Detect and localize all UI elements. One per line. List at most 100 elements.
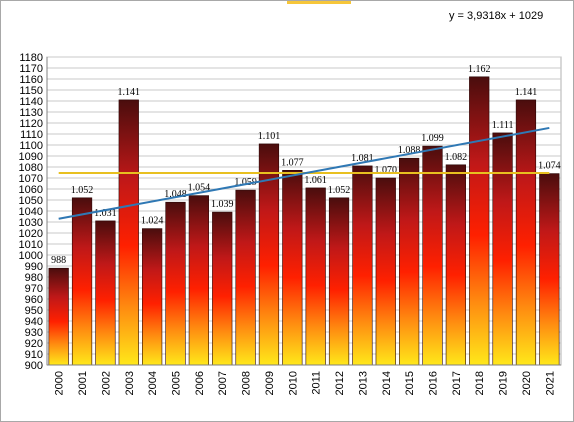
y-tick-label: 1180 <box>19 52 43 64</box>
bar <box>492 132 513 366</box>
y-tick-label: 1110 <box>20 129 43 141</box>
bar-data-label: 1.052 <box>71 185 94 196</box>
x-tick-label: 2009 <box>264 371 276 395</box>
x-tick-label: 2004 <box>147 371 159 395</box>
bar <box>258 143 280 366</box>
bar-data-label: 1.070 <box>375 165 398 176</box>
bar-data-label: 1.088 <box>398 145 421 156</box>
y-tick-label: 1070 <box>19 173 43 185</box>
bar-data-label: 1.054 <box>188 183 211 194</box>
data-labels: 9881.0521.0311.1411.0241.0481.0541.0391.… <box>51 64 560 266</box>
x-tick-label: 2007 <box>217 371 229 395</box>
x-tick-label: 2005 <box>171 371 183 395</box>
x-tick-label: 2000 <box>54 371 66 395</box>
x-tick-label: 2012 <box>334 371 346 395</box>
bar <box>399 157 420 366</box>
y-tick-label: 1080 <box>19 162 43 174</box>
y-tick-label: 1040 <box>19 206 43 218</box>
trendline <box>58 126 550 220</box>
top-tab-marker <box>287 1 351 4</box>
bar <box>422 145 443 366</box>
x-tick-label: 2003 <box>124 371 136 395</box>
bar-data-label: 1.031 <box>94 208 117 219</box>
x-axis: 2000 2001 2002 2003 2004 2005 2006 2007 2008 2009… <box>47 364 561 395</box>
x-tick-label: 2020 <box>521 371 533 395</box>
bar-data-label: 988 <box>51 255 66 266</box>
bar <box>71 197 93 366</box>
bar-data-label: 1.059 <box>234 177 257 188</box>
bar-data-label: 1.052 <box>328 185 351 196</box>
y-tick-label: 980 <box>25 272 43 284</box>
overlay-lines <box>58 126 550 220</box>
x-tick-label: 2002 <box>100 371 112 395</box>
bar-data-label: 1.141 <box>515 87 538 98</box>
bar <box>469 76 490 366</box>
bar-data-label: 1.039 <box>211 199 234 210</box>
y-tick-label: 1090 <box>19 151 43 163</box>
trendline-equation: y = 3,9318x + 1029 <box>449 10 543 22</box>
bar <box>188 195 209 366</box>
y-tick-label: 970 <box>25 283 43 295</box>
bar-data-label: 1.141 <box>118 87 141 98</box>
y-tick-label: 920 <box>25 338 43 350</box>
y-tick-label: 1130 <box>19 107 43 119</box>
x-tick-label: 2019 <box>498 371 510 395</box>
bar-data-label: 1.111 <box>492 120 514 131</box>
x-tick-label: 2006 <box>194 371 206 395</box>
y-tick-label: 910 <box>25 349 43 361</box>
bar-data-label: 1.099 <box>421 133 444 144</box>
bar <box>375 177 396 366</box>
bars <box>48 76 560 366</box>
bar <box>235 189 256 366</box>
bar-data-label: 1.061 <box>304 175 327 186</box>
bar <box>165 201 186 366</box>
bar-data-label: 1.101 <box>258 131 281 142</box>
bar <box>95 220 116 366</box>
bar <box>305 187 326 366</box>
y-tick-label: 1160 <box>19 74 43 86</box>
bar <box>142 228 163 366</box>
bar <box>445 164 466 366</box>
y-tick-label: 1150 <box>19 85 43 97</box>
y-tick-label: 1100 <box>19 140 43 152</box>
x-tick-label: 2015 <box>404 371 416 395</box>
bar <box>48 267 69 366</box>
y-tick-label: 1120 <box>19 118 43 130</box>
x-tick-label: 2008 <box>241 371 253 395</box>
y-tick-label: 1000 <box>19 250 43 262</box>
x-tick-label: 2001 <box>77 371 89 395</box>
y-tick-label: 950 <box>25 305 43 317</box>
x-tick-label: 2010 <box>287 371 299 395</box>
y-tick-label: 930 <box>25 327 43 339</box>
bar <box>328 197 350 366</box>
bar-data-label: 1.074 <box>538 161 561 172</box>
y-tick-label: 1170 <box>19 63 43 75</box>
y-tick-label: 1060 <box>19 184 43 196</box>
bar-data-label: 1.024 <box>141 216 164 227</box>
bar-data-label: 1.082 <box>445 152 468 163</box>
bar <box>539 173 560 366</box>
bar-data-label: 1.081 <box>351 153 374 164</box>
bar-data-label: 1.162 <box>468 64 491 75</box>
y-tick-label: 1050 <box>19 195 43 207</box>
bar-data-label: 1.077 <box>281 157 304 168</box>
bar <box>118 99 139 366</box>
bar-data-label: 1.048 <box>164 189 187 200</box>
x-tick-label: 2016 <box>428 371 440 395</box>
y-tick-label: 990 <box>25 261 43 273</box>
bar <box>515 99 537 366</box>
bar <box>352 165 373 366</box>
x-tick-label: 2013 <box>357 371 369 395</box>
y-tick-label: 1010 <box>19 239 43 251</box>
x-tick-label: 2018 <box>474 371 486 395</box>
y-tick-label: 960 <box>25 294 43 306</box>
bar <box>282 170 303 366</box>
y-axis: 9009109209309409509609709809901000101010… <box>19 52 48 372</box>
bar <box>212 211 233 366</box>
x-tick-label: 2014 <box>381 371 393 395</box>
x-tick-label: 2011 <box>311 371 323 395</box>
y-tick-label: 900 <box>25 360 43 372</box>
x-tick-label: 2017 <box>451 371 463 395</box>
